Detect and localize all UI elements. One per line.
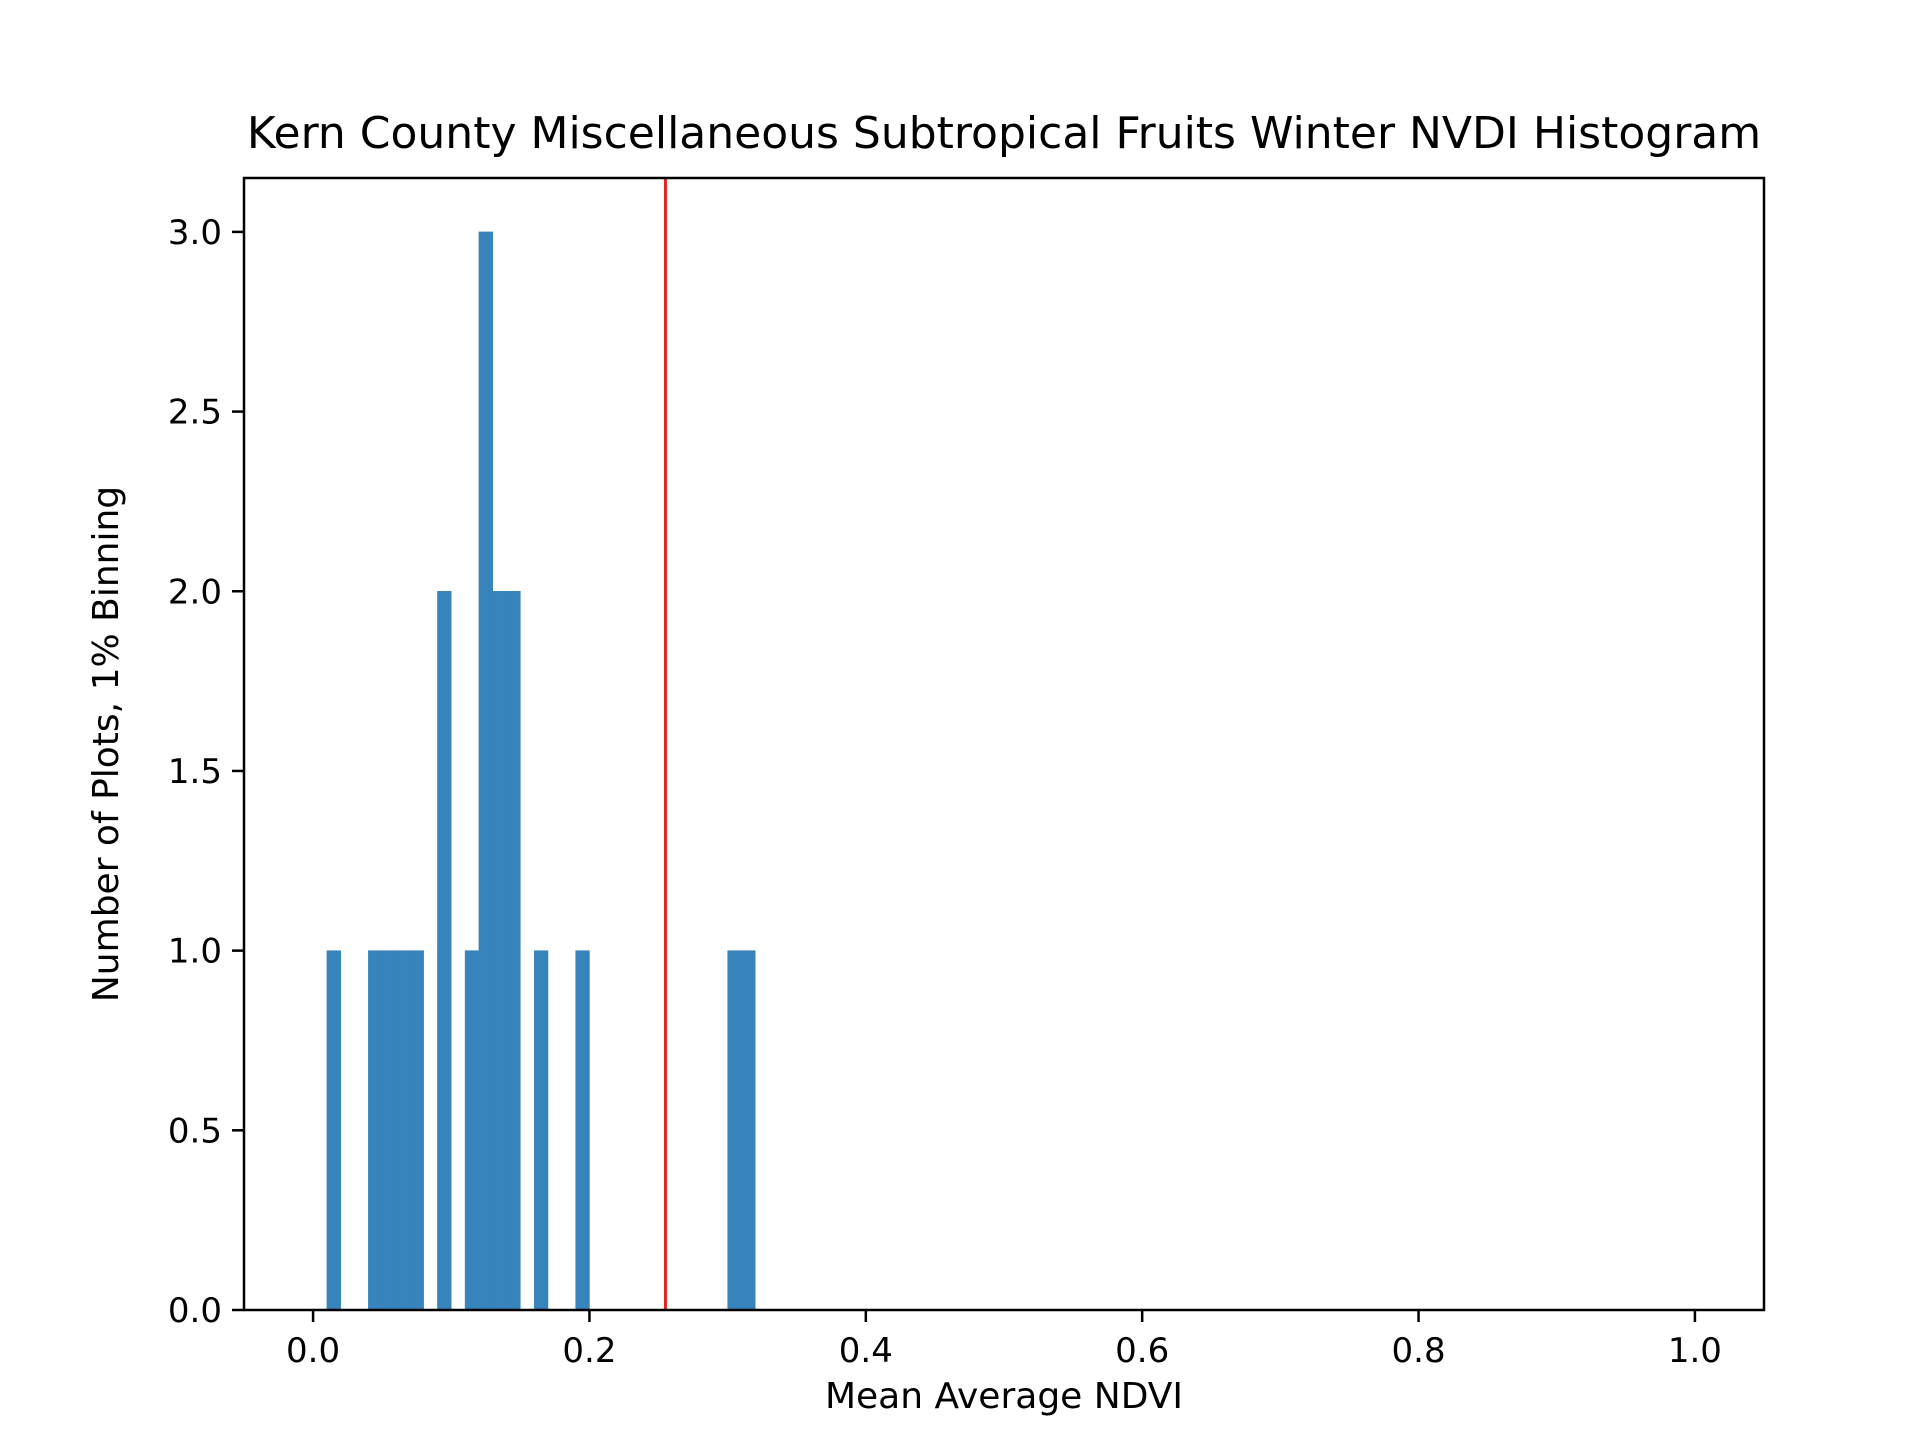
histogram-bar	[437, 591, 452, 1311]
histogram-bar	[368, 950, 383, 1311]
histogram-bar	[409, 950, 424, 1311]
x-tick-label: 0.0	[286, 1331, 340, 1371]
histogram-bar	[506, 591, 521, 1311]
histogram-bar	[741, 950, 756, 1311]
y-tick-label: 1.5	[168, 752, 222, 792]
y-axis: 0.0 0.5 1.0 1.5 2.0 2.5 3.0	[168, 213, 244, 1331]
histogram-bar	[464, 950, 480, 1311]
histogram-bar	[326, 950, 341, 1311]
y-tick-label: 3.0	[168, 213, 222, 253]
y-tick-label: 2.5	[168, 393, 222, 433]
x-tick-label: 0.2	[562, 1331, 616, 1371]
x-tick-label: 0.8	[1392, 1331, 1446, 1371]
y-tick-label: 0.0	[168, 1291, 222, 1331]
histogram-bar	[478, 231, 493, 1311]
x-tick-label: 0.4	[839, 1331, 893, 1371]
histogram-bar	[575, 950, 590, 1311]
y-axis-label: Number of Plots, 1% Binning	[86, 486, 127, 1002]
plot-frame	[242, 176, 1766, 1312]
histogram-bar	[727, 950, 742, 1311]
chart-title: Kern County Miscellaneous Subtropical Fr…	[247, 108, 1761, 159]
bars-group	[326, 231, 756, 1311]
x-tick-label: 1.0	[1668, 1331, 1722, 1371]
y-tick-label: 2.0	[168, 572, 222, 612]
y-tick-label: 1.0	[168, 932, 222, 972]
y-tick-label: 0.5	[168, 1111, 222, 1151]
histogram-bar	[395, 950, 411, 1311]
x-tick-label: 0.6	[1115, 1331, 1169, 1371]
histogram-bar	[381, 950, 397, 1311]
histogram-bar	[533, 950, 549, 1311]
histogram-bar	[492, 591, 507, 1311]
x-axis: 0.0 0.2 0.4 0.6 0.8 1.0	[286, 1310, 1722, 1371]
x-axis-label: Mean Average NDVI	[825, 1376, 1183, 1417]
